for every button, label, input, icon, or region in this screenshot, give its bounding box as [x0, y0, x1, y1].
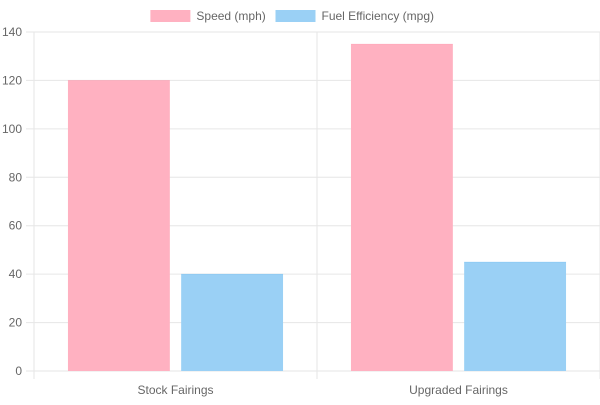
x-tick-label: Upgraded Fairings — [409, 383, 508, 397]
legend-swatch-fuel-efficiency — [275, 10, 316, 22]
y-tick-label: 100 — [2, 122, 22, 136]
legend: Speed (mph) Fuel Efficiency (mpg) — [150, 9, 434, 23]
bar-fuel-efficiency-1 — [464, 262, 567, 371]
bar-fuel-efficiency-0 — [181, 274, 284, 371]
y-tick-label: 80 — [9, 170, 23, 184]
bar-speed-0 — [67, 80, 170, 371]
y-tick-label: 40 — [9, 267, 23, 281]
y-tick-label: 20 — [9, 316, 23, 330]
y-tick-label: 120 — [2, 73, 22, 87]
legend-label: Fuel Efficiency (mpg) — [322, 9, 434, 23]
bar-speed-1 — [350, 44, 453, 371]
x-tick-label: Stock Fairings — [137, 383, 213, 397]
y-tick-label: 0 — [15, 364, 22, 378]
y-tick-label: 140 — [2, 25, 22, 39]
legend-label: Speed (mph) — [196, 9, 265, 23]
legend-swatch-speed — [150, 10, 191, 22]
y-tick-label: 60 — [9, 219, 23, 233]
